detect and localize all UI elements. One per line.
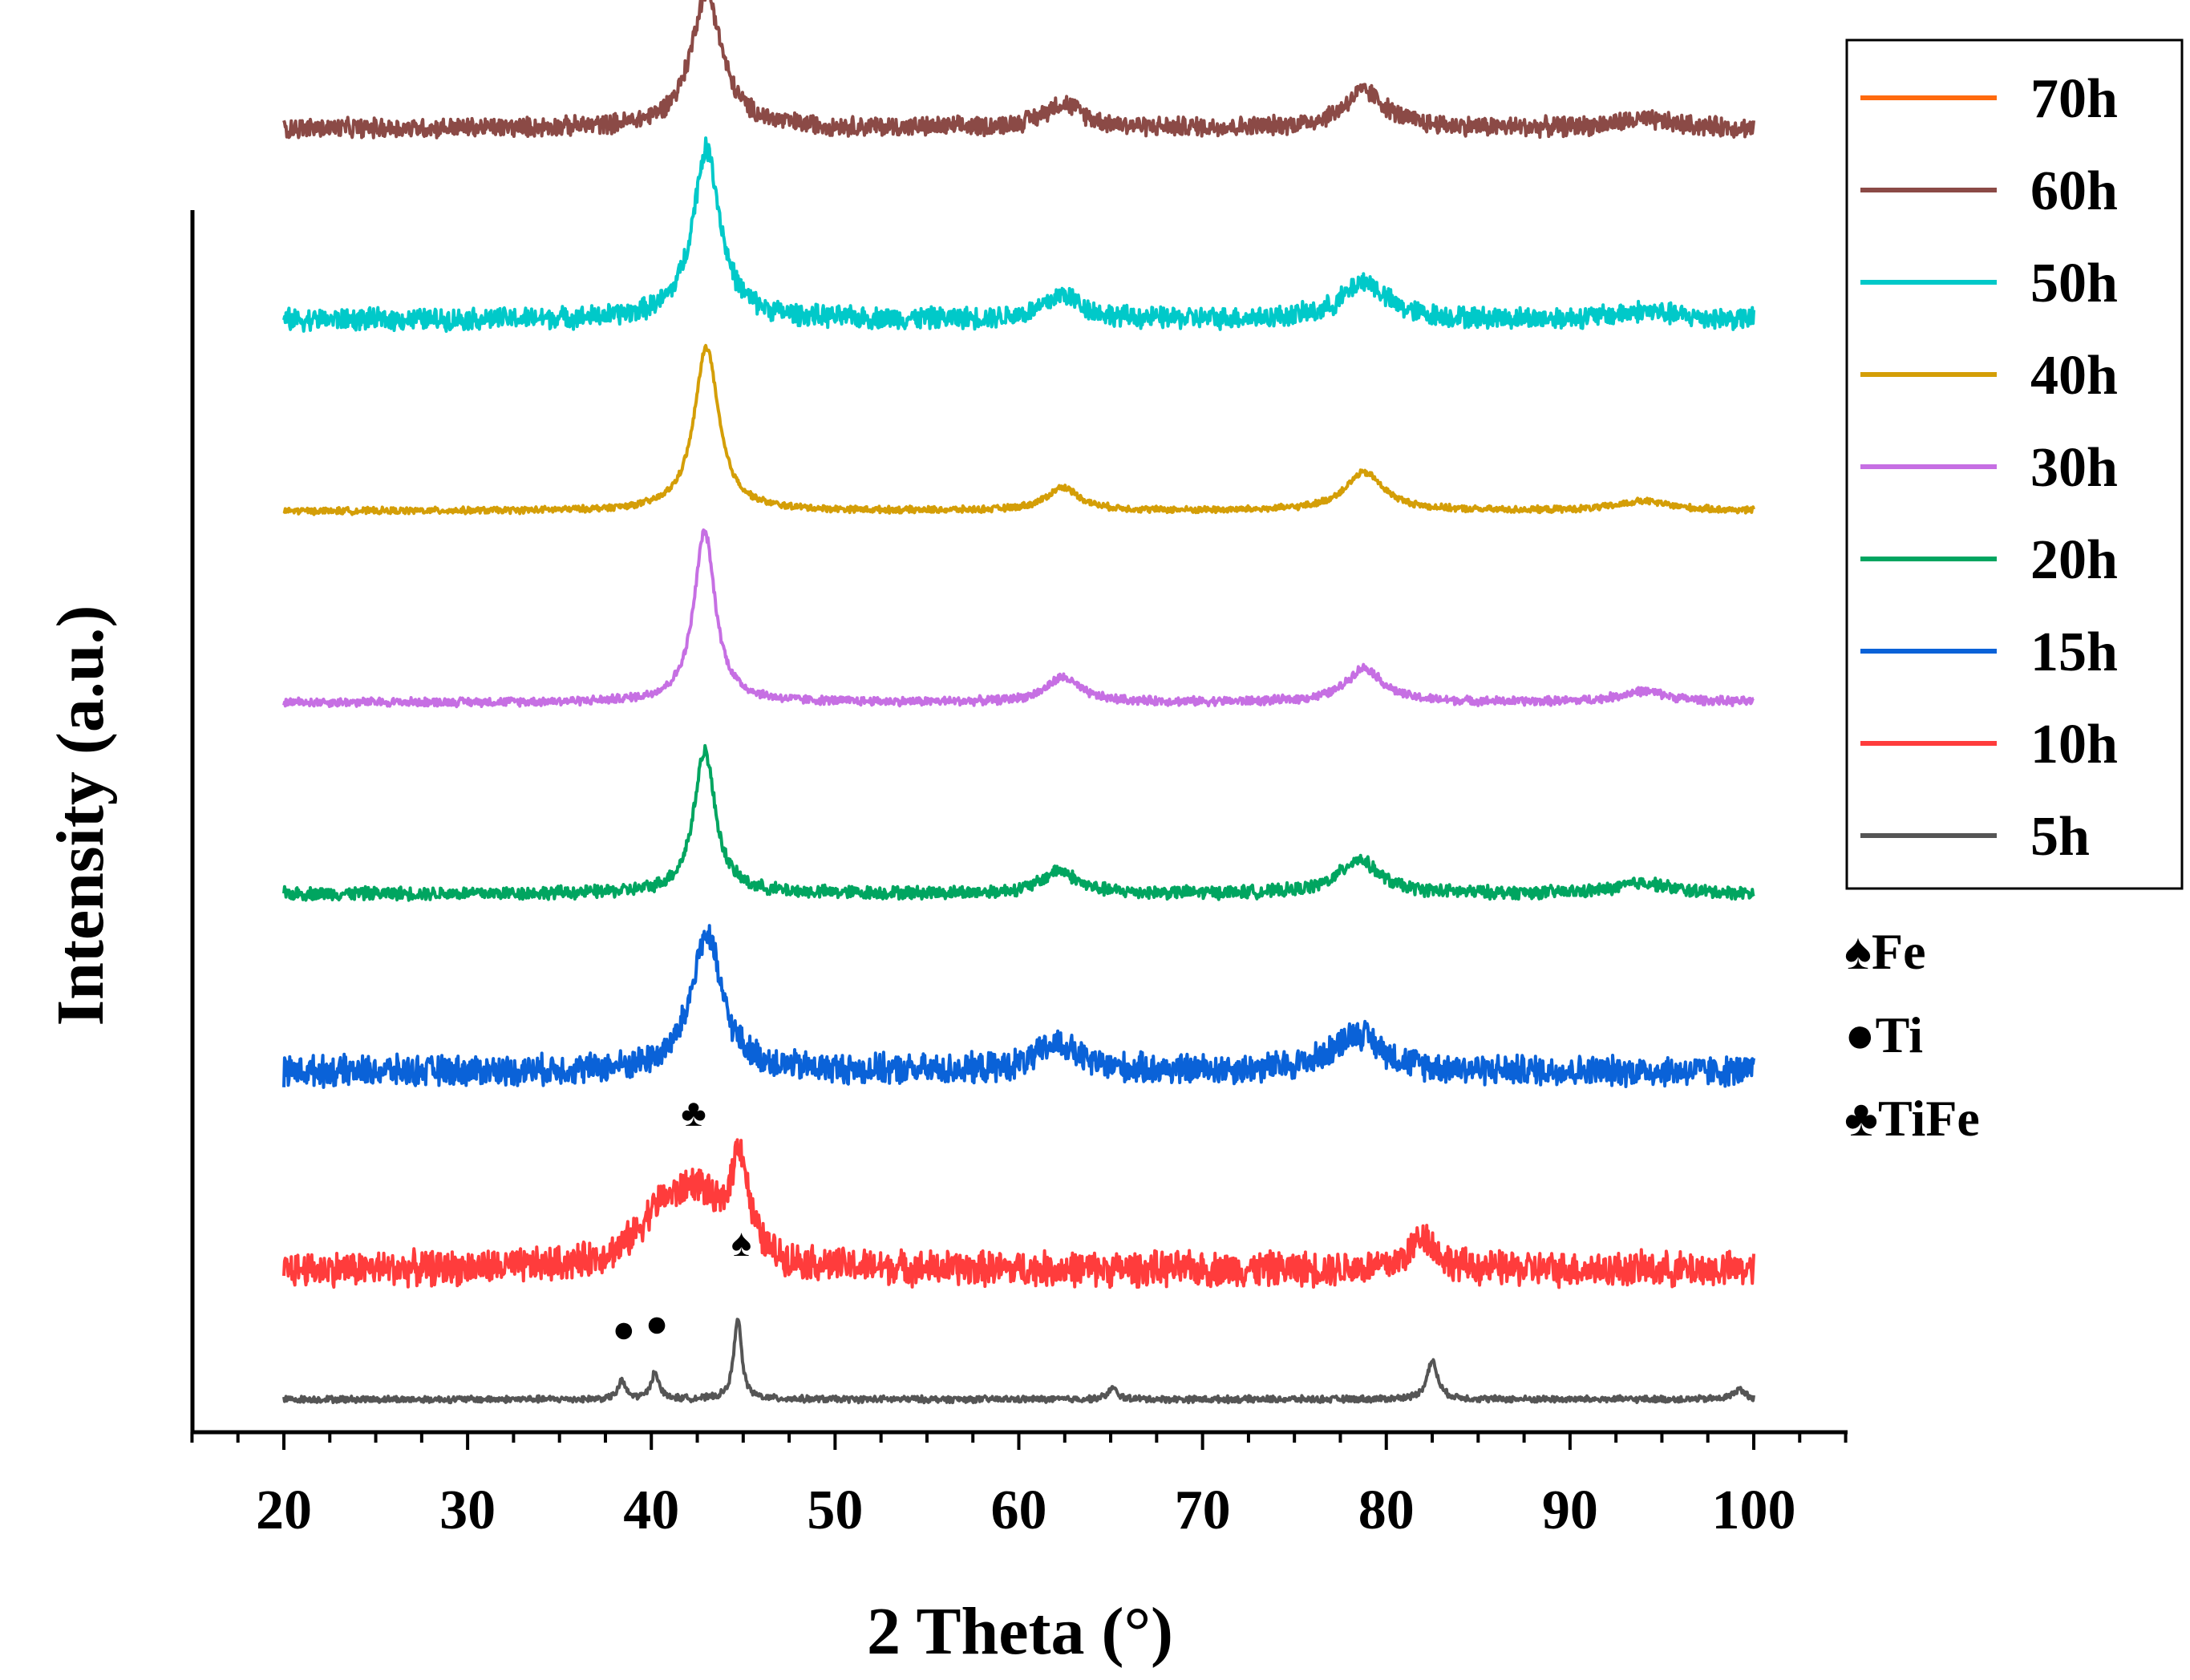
x-ticks: 20 30 40 50 60 70 80 90 100: [190, 1432, 1848, 1541]
peak-annotations: ♣♣♣♣♠●●: [612, 1092, 752, 1350]
marker-key-tife: ♣TiFe: [1844, 1090, 1980, 1147]
x-tick-label: 90: [1542, 1480, 1598, 1541]
legend-label-20h: 20h: [2030, 529, 2118, 591]
series-10h-line: [282, 1138, 1755, 1289]
legend-label-30h: 30h: [2030, 437, 2118, 499]
series-40h-line: [282, 343, 1755, 516]
legend-label-10h: 10h: [2030, 714, 2118, 775]
legend-label-50h: 50h: [2030, 253, 2118, 314]
series-15h-line: [282, 924, 1755, 1089]
marker-key-fe: ♠Fe: [1844, 923, 1926, 980]
peak-marker: ♠: [731, 1222, 752, 1265]
marker-key-ti: ●Ti: [1844, 1006, 1923, 1063]
x-tick-label: 40: [623, 1480, 679, 1541]
legend-label-70h: 70h: [2030, 68, 2118, 130]
series-5h-line: [282, 1318, 1755, 1405]
marker-key-symbol: ●: [1844, 1006, 1876, 1063]
marker-key-label: Fe: [1872, 923, 1926, 980]
series-20h-line: [282, 743, 1755, 902]
x-tick-label: 70: [1175, 1480, 1231, 1541]
series-60h-line: [282, 0, 1755, 140]
marker-key-symbol: ♣: [1844, 1090, 1878, 1147]
legend-label-40h: 40h: [2030, 345, 2118, 407]
x-tick-label: 80: [1358, 1480, 1415, 1541]
legend-label-5h: 5h: [2030, 806, 2090, 868]
legend: 70h 60h 50h 40h 30h 20h 15h 10h 5h: [1845, 38, 2184, 890]
peak-marker: ♣: [681, 1092, 706, 1135]
legend-label-15h: 15h: [2030, 621, 2118, 683]
x-tick-label: 20: [256, 1480, 312, 1541]
x-tick-label: 30: [439, 1480, 496, 1541]
marker-key-symbol: ♠: [1844, 923, 1872, 980]
y-axis-title: Intensity (a.u.): [43, 605, 118, 1026]
x-tick-label: 60: [991, 1480, 1047, 1541]
series-30h-line: [282, 528, 1755, 709]
marker-key-label: Ti: [1876, 1006, 1923, 1063]
axes: 20 30 40 50 60 70 80 90 100: [190, 210, 1848, 1541]
x-tick-label: 100: [1712, 1480, 1796, 1541]
x-axis-title: 2 Theta (°): [867, 1594, 1173, 1669]
peak-marker: ●: [612, 1308, 635, 1350]
plot-area: [282, 0, 1755, 1405]
x-tick-label: 50: [807, 1480, 863, 1541]
marker-key-label: TiFe: [1878, 1090, 1980, 1147]
legend-label-60h: 60h: [2030, 160, 2118, 222]
series-50h-line: [282, 136, 1755, 333]
peak-marker: ●: [646, 1303, 669, 1346]
marker-key: ♠Fe●Ti♣TiFe: [1844, 923, 1980, 1147]
